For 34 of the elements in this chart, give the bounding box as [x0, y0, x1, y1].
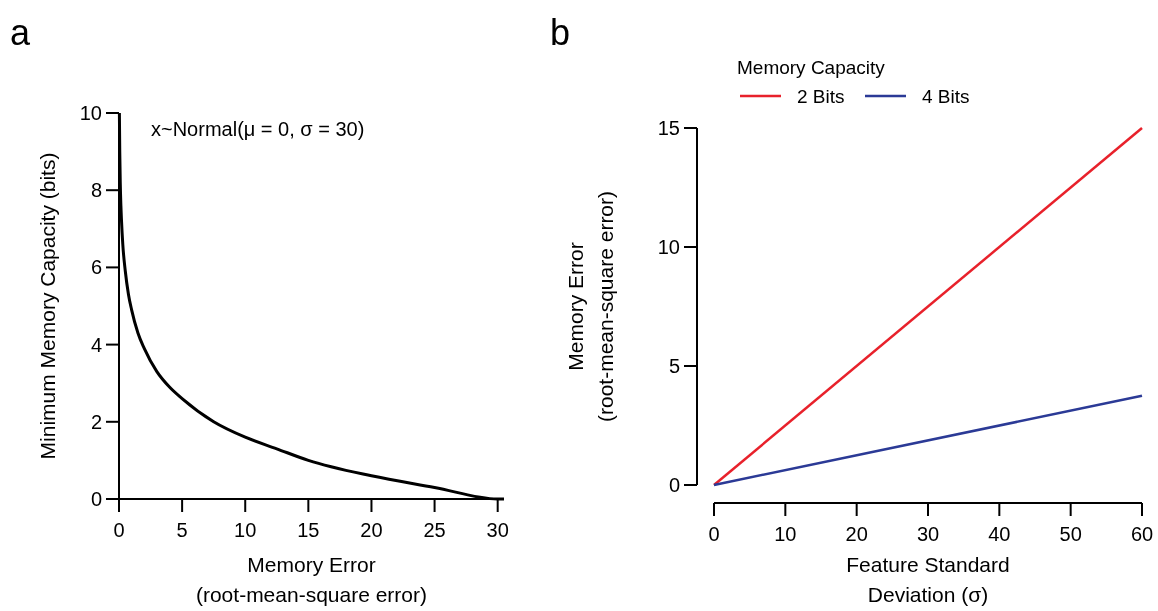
y-tick-label: 10 [79, 102, 102, 124]
x-tick-label: 5 [176, 519, 188, 541]
legend-title: Memory Capacity [737, 57, 886, 78]
y-tick-label: 0 [668, 474, 680, 496]
x-tick-label: 20 [360, 519, 383, 541]
x-axis-title: Memory Error (root-mean-square error) [195, 553, 428, 606]
y-tick-label: 10 [657, 236, 680, 258]
legend-label: 4 Bits [922, 86, 970, 107]
x-tick-label: 15 [297, 519, 320, 541]
legend-label: 2 Bits [797, 86, 845, 107]
y-tick-label: 0 [90, 488, 102, 510]
y-tick-label: 6 [90, 256, 102, 279]
x-tick-label: 0 [113, 519, 125, 541]
y-tick-label: 5 [668, 355, 680, 377]
x-tick-label: 60 [1130, 523, 1154, 545]
x-tick-label: 30 [916, 523, 940, 545]
y-tick-label: 8 [90, 179, 102, 202]
y-tick-label: 15 [657, 117, 680, 139]
chart-title: a [10, 12, 31, 53]
y-tick-label: 2 [90, 410, 102, 433]
x-tick-label: 20 [845, 523, 868, 545]
x-tick-label: 50 [1059, 523, 1082, 545]
y-axis-title: Minimum Memory Capacity (bits) [36, 152, 59, 460]
x-tick-label: 30 [486, 519, 509, 541]
y-tick-label: 4 [90, 333, 102, 356]
y-axis-title: Memory Error (root-mean-square error) [564, 190, 617, 423]
x-tick-label: 0 [708, 523, 720, 545]
x-axis-title: Feature Standard Deviation (σ) [846, 553, 1010, 606]
x-tick-label: 40 [988, 523, 1011, 545]
annotation: x~Normal(μ = 0, σ = 30) [151, 118, 365, 140]
chart-title: b [550, 12, 571, 53]
x-tick-label: 10 [234, 519, 257, 541]
x-tick-label: 25 [423, 519, 446, 541]
x-tick-label: 10 [774, 523, 797, 545]
